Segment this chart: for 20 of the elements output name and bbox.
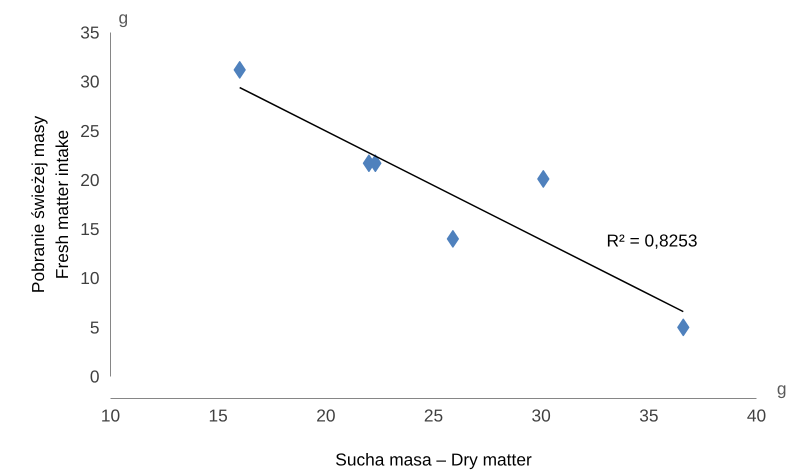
text: g: [776, 378, 787, 398]
y-axis-title: Pobranie świeżej masy Fresh matter intake: [28, 116, 72, 294]
x-tick-label: 35: [639, 406, 658, 426]
y-tick-label: 10: [80, 268, 100, 288]
x-axis-title: Sucha masa – Dry matter: [335, 450, 532, 470]
y-tick-label: 35: [80, 22, 100, 42]
text: g: [118, 8, 128, 28]
x-tick-label: 30: [532, 406, 551, 426]
x-tick-label: 40: [746, 406, 766, 426]
y-tick-label: 15: [80, 219, 100, 240]
point: [446, 230, 460, 248]
annotation: R² = 0,8253: [606, 230, 698, 250]
y-tick-label: 25: [80, 120, 100, 141]
y-tick-label: 5: [90, 317, 100, 338]
x-tick-label: 20: [316, 406, 336, 426]
y-tick-label: 0: [90, 366, 100, 386]
x-tick-label: 25: [424, 406, 444, 426]
y-tick-label: 30: [80, 72, 100, 92]
y-tick-label: 20: [80, 170, 100, 190]
x-tick-label: 15: [208, 406, 228, 426]
